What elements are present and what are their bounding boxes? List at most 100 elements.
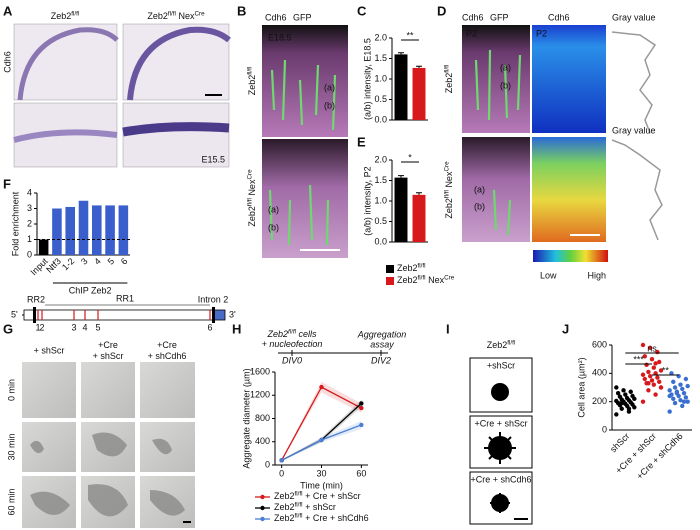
row-label: Zeb2fl/fl (443, 65, 454, 94)
data-point (657, 359, 662, 365)
data-point (614, 385, 619, 390)
age-label: P2 (466, 28, 477, 38)
text-run: cells (296, 329, 317, 339)
superscript: Cre (194, 10, 205, 17)
group-label: ChIP Zeb2 (69, 285, 112, 295)
bar (52, 208, 62, 255)
column-label: Zeb2fl/fl (51, 10, 80, 21)
data-point (683, 376, 689, 382)
legend-marker (260, 505, 265, 511)
condition-label: +Cre + shScr (474, 418, 527, 428)
data-point (648, 373, 653, 379)
data-point (626, 406, 632, 411)
y-tick-label: 600 (592, 339, 607, 349)
text-run: + shScr (303, 502, 336, 512)
legend-label: Zeb2fl/fl + Cre + shScr (274, 490, 361, 501)
bar (92, 205, 102, 255)
data-point (667, 409, 672, 414)
region-name: RR2 (27, 294, 45, 304)
region-label: (a) (268, 204, 279, 214)
text-run: Zeb2 (247, 75, 257, 96)
heatmap (532, 137, 606, 242)
error-band (281, 381, 362, 461)
y-tick-label: 200 (592, 396, 607, 406)
strand-end: 5' (11, 309, 18, 319)
text-run: + Cre + shScr (303, 491, 361, 501)
legend-label: Zeb2fl/fl + Cre + shCdh6 (274, 512, 369, 523)
data-point (657, 379, 662, 385)
data-point (642, 376, 647, 382)
data-point (615, 390, 621, 396)
row-label: Zeb2fl/fl NexCre (443, 161, 454, 219)
row-label: Zeb2fl/fl NexCre (246, 169, 257, 227)
intron-marker (212, 307, 215, 323)
text-run: Zeb2 (274, 513, 295, 523)
panel-label: J (562, 321, 569, 336)
aggregates (30, 432, 185, 517)
y-tick-label: 800 (255, 413, 270, 423)
panel-label: C (357, 3, 367, 18)
superscript: fl/fl (295, 501, 303, 508)
row-label: 60 min (6, 488, 16, 515)
y-tick-label: 3 (27, 203, 32, 213)
data-point (319, 384, 324, 390)
data-point (658, 385, 664, 390)
bar (412, 194, 426, 242)
y-tick-label: 2.0 (374, 32, 387, 42)
panel-i-images (469, 357, 533, 525)
text-run: Zeb2 (274, 502, 295, 512)
data-point (646, 369, 651, 375)
y-tick-label: 0.5 (374, 94, 387, 104)
micrograph (22, 362, 76, 418)
site-label: 1 (35, 322, 40, 332)
gray-profile (611, 139, 663, 241)
row-label: Cdh6 (2, 51, 12, 73)
y-tick-label: 0 (602, 424, 607, 434)
data-point (667, 393, 672, 399)
superscript: fl/fl (168, 10, 176, 17)
data-point (651, 382, 656, 387)
cell-shape (491, 383, 509, 401)
data-point (685, 399, 690, 404)
y-tick-label: 4 (27, 187, 32, 197)
error-bar (416, 65, 422, 68)
condition-label: +Cre (157, 340, 177, 350)
stain-label: Cdh6 (265, 12, 287, 22)
timeline (278, 350, 388, 356)
data-point (680, 403, 685, 409)
text-run: Zeb2 (397, 263, 418, 273)
y-tick-label: 1.5 (374, 53, 387, 63)
condition-label: +Cre + shCdh6 (470, 474, 531, 484)
x-tick-label: 30 (316, 468, 326, 478)
data-point (621, 388, 626, 393)
y-tick-label: 400 (255, 436, 270, 446)
data-point (623, 392, 628, 397)
data-point (640, 342, 646, 348)
micrograph (81, 362, 135, 418)
region-label: (b) (500, 80, 511, 90)
micrograph (262, 139, 348, 258)
bar (394, 177, 408, 242)
data-point (619, 400, 624, 406)
superscript: fl/fl (295, 512, 303, 519)
gray-profile (611, 31, 657, 134)
superscript: fl/fl (295, 490, 303, 497)
data-point (678, 398, 683, 403)
x-tick-label: 6 (119, 256, 130, 267)
region-label: (a) (324, 82, 335, 92)
y-tick-label: 2 (27, 218, 32, 228)
age-label: P2 (536, 28, 547, 38)
data-point (672, 385, 678, 390)
panel-g-images (22, 362, 195, 528)
scale-label: Low (540, 270, 557, 280)
tissue-band (17, 27, 119, 101)
text-run: + Cre + shCdh6 (303, 513, 369, 523)
y-tick-label: 1.0 (374, 195, 387, 205)
data-point (667, 388, 672, 393)
superscript: fl/fl (288, 328, 297, 335)
profile-label: Gray value (612, 12, 656, 22)
legend-swatch (386, 277, 394, 285)
superscript: Cre (444, 274, 455, 281)
scale-label: High (587, 270, 606, 280)
data-point (640, 399, 646, 404)
